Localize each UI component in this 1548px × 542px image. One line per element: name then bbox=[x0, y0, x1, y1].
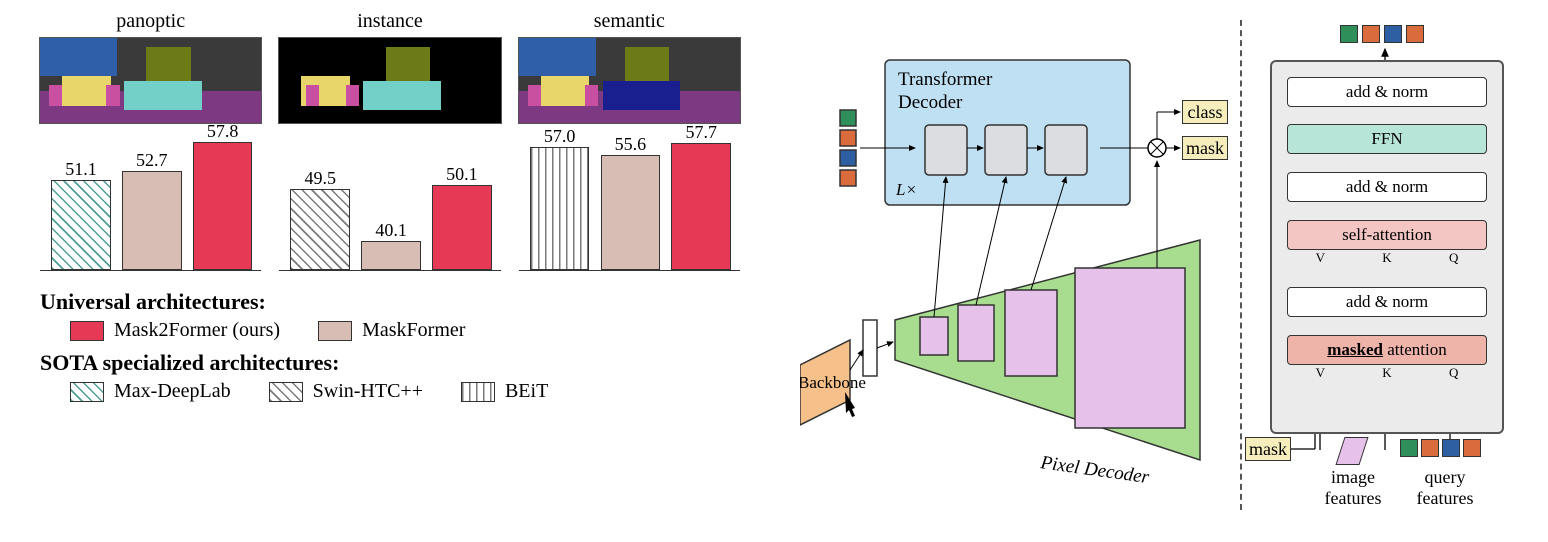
query-color-swatch bbox=[1406, 25, 1424, 43]
legend-item: Max-DeepLab bbox=[70, 380, 231, 403]
bars-area: 57.055.657.7 bbox=[519, 130, 740, 271]
image-features-label: imagefeatures bbox=[1308, 467, 1398, 509]
legend-swatch bbox=[318, 321, 352, 341]
decoder-mask-input: mask bbox=[1245, 437, 1291, 461]
legend-label: Mask2Former (ours) bbox=[114, 319, 280, 342]
query-features-label: queryfeatures bbox=[1395, 467, 1495, 509]
legend-swatch bbox=[70, 382, 104, 402]
bar-value: 40.1 bbox=[362, 220, 420, 241]
query-color-swatch bbox=[1421, 439, 1439, 457]
charts-row: panoptic51.152.757.8instance49.540.150.1… bbox=[40, 10, 740, 271]
decoder-top-query-colors bbox=[1340, 25, 1424, 43]
bar: 51.1 bbox=[51, 180, 111, 270]
legend-label: Max-DeepLab bbox=[114, 380, 231, 403]
chart-column-panoptic: panoptic51.152.757.8 bbox=[40, 10, 261, 271]
bars-area: 49.5 40.1 50.1 bbox=[279, 130, 500, 271]
legend-item: BEiT bbox=[461, 380, 548, 403]
architecture-svg: Pixel Decoder Backbone Transformer Decod… bbox=[800, 30, 1220, 510]
legend-row-universal: Mask2Former (ours) MaskFormer bbox=[70, 319, 740, 342]
vertical-divider bbox=[1240, 20, 1242, 510]
bar: 49.5 bbox=[290, 189, 350, 270]
bar-value: 57.8 bbox=[194, 121, 252, 142]
architecture-diagram: Pixel Decoder Backbone Transformer Decod… bbox=[800, 30, 1220, 510]
vkq-labels: VKQ bbox=[1287, 365, 1487, 381]
decoder-block: FFN bbox=[1287, 124, 1487, 154]
query-color-swatch bbox=[1384, 25, 1402, 43]
chart-title: panoptic bbox=[116, 10, 185, 33]
query-color-swatch bbox=[1442, 439, 1460, 457]
legend-swatch bbox=[269, 382, 303, 402]
svg-text:L×: L× bbox=[895, 180, 917, 199]
decoder-block: masked attention bbox=[1287, 335, 1487, 365]
chart-title: instance bbox=[357, 10, 423, 33]
legend: Universal architectures: Mask2Former (ou… bbox=[40, 289, 740, 403]
chart-title: semantic bbox=[594, 10, 665, 33]
bar: 57.7 bbox=[671, 143, 731, 270]
bar-value: 52.7 bbox=[123, 150, 181, 171]
bars-area: 51.152.757.8 bbox=[40, 130, 261, 271]
segmentation-thumbnail bbox=[278, 37, 501, 124]
bar-value: 49.5 bbox=[291, 168, 349, 189]
query-color-swatch bbox=[1340, 25, 1358, 43]
bar: 50.1 bbox=[432, 185, 492, 270]
mask-output-box: mask bbox=[1182, 136, 1228, 160]
legend-label: Swin-HTC++ bbox=[313, 380, 423, 403]
decoder-block: add & norm bbox=[1287, 77, 1487, 107]
bar-value: 51.1 bbox=[52, 159, 110, 180]
legend-swatch bbox=[70, 321, 104, 341]
bar: 55.6 bbox=[601, 155, 661, 270]
legend-label: BEiT bbox=[505, 380, 548, 403]
decoder-block: add & norm bbox=[1287, 287, 1487, 317]
legend-item: Mask2Former (ours) bbox=[70, 319, 280, 342]
vkq-labels: VKQ bbox=[1287, 250, 1487, 266]
svg-text:Pixel Decoder: Pixel Decoder bbox=[1038, 452, 1151, 488]
decoder-detail-diagram: add & normFFNadd & normself-attentionVKQ… bbox=[1270, 25, 1500, 515]
bar: 40.1 bbox=[361, 241, 421, 270]
query-color-swatch bbox=[1463, 439, 1481, 457]
legend-swatch bbox=[461, 382, 495, 402]
svg-text:Decoder: Decoder bbox=[898, 92, 963, 113]
segmentation-thumbnail bbox=[518, 37, 741, 124]
class-output-box: class bbox=[1182, 100, 1228, 124]
decoder-outer-box: add & normFFNadd & normself-attentionVKQ… bbox=[1270, 60, 1504, 434]
decoder-block: add & norm bbox=[1287, 172, 1487, 202]
segmentation-thumbnail bbox=[39, 37, 262, 124]
decoder-query-colors bbox=[1400, 439, 1481, 457]
bar-value: 50.1 bbox=[433, 164, 491, 185]
svg-text:Transformer: Transformer bbox=[898, 69, 993, 90]
bar-value: 55.6 bbox=[602, 134, 660, 155]
bar: 52.7 bbox=[122, 171, 182, 270]
query-color-swatch bbox=[1400, 439, 1418, 457]
legend-heading-sota: SOTA specialized architectures: bbox=[40, 350, 740, 376]
legend-row-sota: Max-DeepLab Swin-HTC++ BEiT bbox=[70, 380, 740, 403]
bar: 57.8 bbox=[193, 142, 253, 270]
legend-heading-universal: Universal architectures: bbox=[40, 289, 740, 315]
left-panel: panoptic51.152.757.8instance49.540.150.1… bbox=[0, 0, 760, 542]
query-color-swatch bbox=[1362, 25, 1380, 43]
decoder-block: self-attention bbox=[1287, 220, 1487, 250]
image-features-icon bbox=[1335, 437, 1368, 465]
legend-item: MaskFormer bbox=[318, 319, 465, 342]
legend-item: Swin-HTC++ bbox=[269, 380, 423, 403]
bar: 57.0 bbox=[530, 147, 590, 270]
chart-column-semantic: semantic57.055.657.7 bbox=[519, 10, 740, 271]
right-panel: Pixel Decoder Backbone Transformer Decod… bbox=[760, 0, 1548, 542]
bar-value: 57.7 bbox=[672, 122, 730, 143]
legend-label: MaskFormer bbox=[362, 319, 465, 342]
bar-value: 57.0 bbox=[531, 126, 589, 147]
chart-column-instance: instance 49.5 40.1 50.1 bbox=[279, 10, 500, 271]
svg-text:Backbone: Backbone bbox=[800, 373, 866, 392]
